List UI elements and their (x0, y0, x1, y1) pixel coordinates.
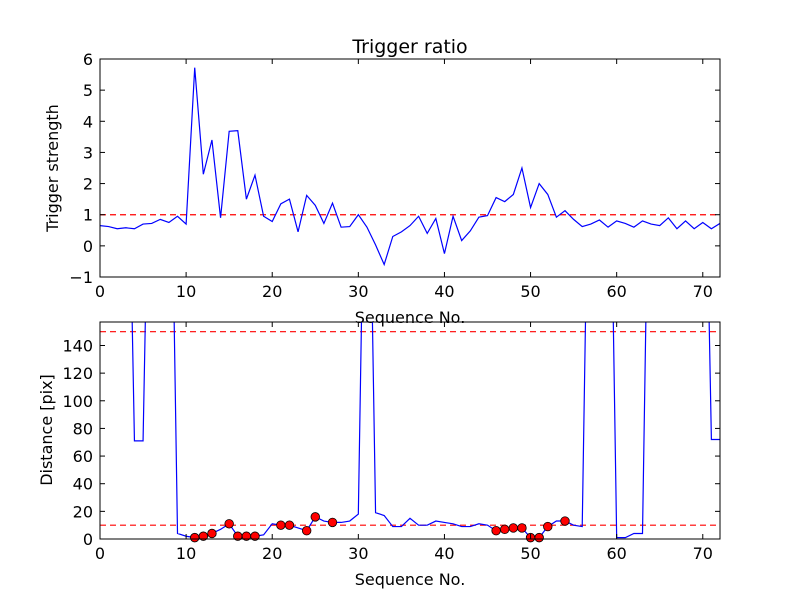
y-tick-label: 6 (83, 50, 93, 69)
x-axis-label: Sequence No. (355, 308, 466, 327)
plot-frame (99, 58, 721, 278)
data-point-marker (327, 517, 338, 528)
data-point-marker (224, 519, 234, 529)
x-tick-label: 0 (95, 282, 105, 301)
data-point-marker (276, 520, 286, 530)
y-axis-label: Distance [pix] (37, 374, 56, 486)
x-tick-label: 40 (434, 282, 454, 301)
x-tick-label: 10 (176, 282, 196, 301)
y-tick-label: 2 (83, 175, 93, 194)
data-point-marker (500, 524, 510, 535)
y-tick-label: 100 (62, 392, 93, 411)
x-tick-label: 30 (348, 282, 368, 301)
y-tick-label: 5 (83, 81, 93, 100)
data-point-marker (534, 532, 544, 543)
series-line (100, 67, 720, 267)
markers (190, 512, 570, 543)
x-axis-label: Sequence No. (355, 570, 466, 589)
y-tick-label: 140 (62, 336, 93, 355)
data-point-marker (508, 523, 519, 533)
x-tick-label: 30 (348, 544, 368, 563)
chart-title: Trigger ratio (351, 36, 467, 58)
x-tick-label: 70 (693, 282, 713, 301)
x-tick-label: 60 (606, 282, 626, 301)
threshold-lines (100, 331, 720, 526)
x-tick-label: 70 (693, 544, 713, 563)
plot-frame (99, 321, 721, 540)
y-axis-label: Trigger strength (43, 104, 62, 233)
data-point-marker (310, 512, 320, 522)
x-tick-label: 40 (434, 544, 454, 563)
data-point-marker (560, 516, 570, 526)
y-tick-label: 60 (73, 447, 93, 466)
data-point-marker (517, 523, 527, 533)
x-tick-label: 20 (262, 282, 282, 301)
x-tick-label: 0 (95, 544, 105, 563)
x-tick-label: 60 (606, 544, 626, 563)
y-tick-label: 3 (83, 143, 93, 162)
series-lines (100, 67, 720, 267)
data-point-marker (543, 521, 553, 532)
x-tick-label: 20 (262, 544, 282, 563)
y-tick-label: 120 (62, 364, 93, 383)
y-tick-label: 40 (73, 475, 93, 494)
x-tick-label: 50 (520, 544, 540, 563)
series-line (131, 322, 720, 539)
data-point-marker (198, 531, 209, 541)
distance-plot: 0 10 20 30 40 50 60 70 0 20 40 60 80 100 120 140 Sequen… (37, 321, 721, 589)
y-tick-label: 0 (83, 530, 93, 549)
ticks: 0 10 20 30 40 50 60 70 0 20 40 60 80 100 120 140 (62, 322, 720, 563)
y-tick-label: 1 (83, 206, 93, 225)
data-point-marker (301, 526, 312, 536)
y-tick-label: −1 (69, 268, 93, 287)
y-tick-label: 0 (83, 237, 93, 256)
y-tick-label: 80 (73, 419, 93, 438)
x-tick-label: 50 (520, 282, 540, 301)
series-lines (131, 322, 720, 539)
y-tick-label: 4 (83, 112, 93, 131)
y-tick-label: 20 (73, 502, 93, 521)
data-point-marker (491, 526, 501, 536)
data-point-marker (284, 520, 295, 530)
x-tick-label: 10 (176, 544, 196, 563)
data-point-marker (190, 532, 200, 543)
data-point-marker (250, 531, 260, 541)
data-point-marker (207, 528, 217, 539)
